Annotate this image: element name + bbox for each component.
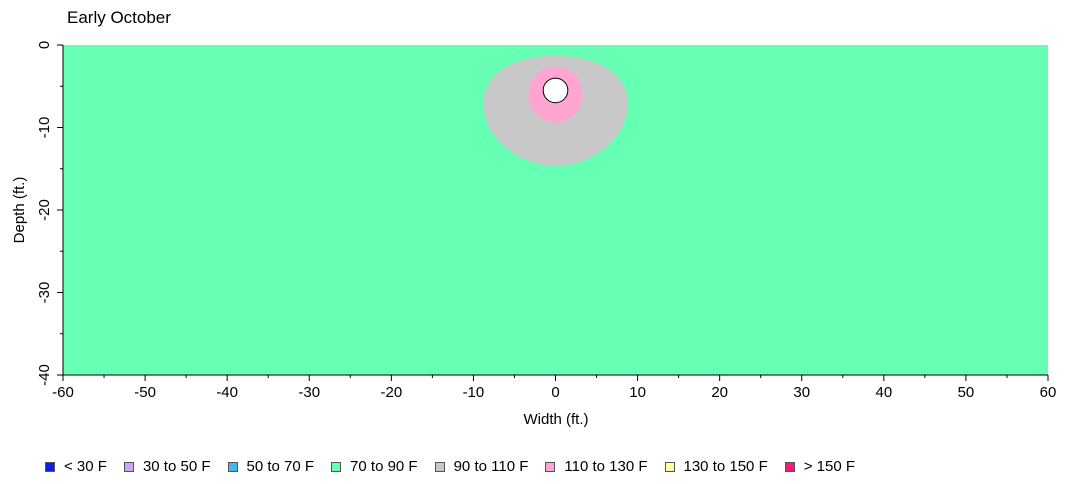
legend-label: 50 to 70 F [246,458,315,475]
legend-label: 30 to 50 F [142,458,211,475]
pipe-circle [542,77,569,104]
legend-label: 90 to 110 F [453,458,529,475]
y-tick-label: -40 [36,364,53,386]
x-tick-label: -20 [380,384,402,401]
chart-title: Early October [67,8,171,27]
x-tick-label: -30 [298,384,320,401]
legend-item: 50 to 70 F [227,458,315,475]
y-tick-label: -30 [36,282,53,304]
legend-item: > 150 F [784,458,856,475]
legend-swatch [545,461,556,472]
x-tick-label: 30 [793,384,810,401]
x-tick-label: 20 [711,384,728,401]
x-axis-label: Width (ft.) [523,411,588,428]
x-tick-label: 50 [958,384,975,401]
x-tick-label: -60 [52,384,74,401]
x-tick-label: 10 [629,384,646,401]
x-tick-label: -10 [463,384,485,401]
legend-swatch [45,461,55,472]
legend-item: 90 to 110 F [434,458,529,475]
legend-item: 130 to 150 F [664,458,768,475]
legend-swatch [784,461,795,472]
legend-swatch [664,461,675,472]
x-tick-label: -40 [216,384,238,401]
legend-label: 110 to 130 F [564,458,648,475]
legend-item: < 30 F [45,458,107,475]
x-tick-label: 0 [551,384,559,401]
legend-swatch [434,461,445,472]
y-tick-label: 0 [36,41,53,49]
x-tick-label: 60 [1040,384,1057,401]
legend-item: 70 to 90 F [331,458,418,475]
legend-label: > 150 F [803,458,856,475]
legend: < 30 F 30 to 50 F 50 to 70 F 70 to 90 F 90 t… [45,458,872,475]
x-tick-label: 40 [875,384,892,401]
legend-label: 130 to 150 F [683,458,768,475]
legend-swatch [331,461,342,472]
legend-swatch [227,461,238,472]
legend-item: 110 to 130 F [545,458,648,475]
legend-label: < 30 F [64,458,107,475]
legend-label: 70 to 90 F [350,458,418,475]
y-axis-label: Depth (ft.) [11,177,28,244]
x-tick-label: -50 [134,384,156,401]
legend-item: 30 to 50 F [123,458,211,475]
y-tick-label: -10 [36,117,53,139]
legend-swatch [123,461,134,472]
y-tick-label: -20 [36,199,53,221]
